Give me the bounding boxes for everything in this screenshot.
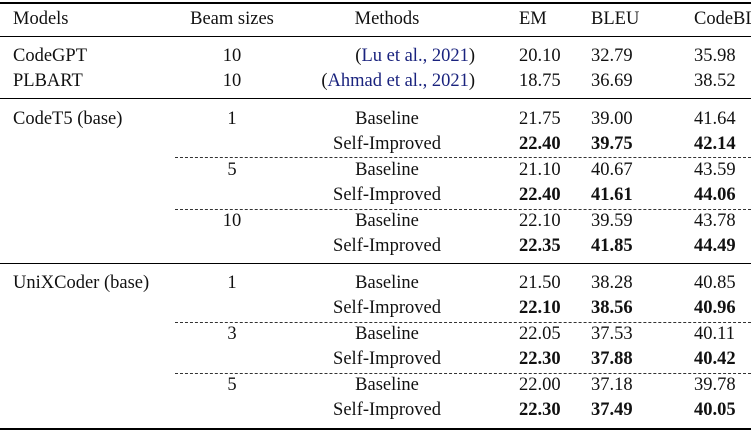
em-value: 22.10	[519, 298, 561, 318]
bleu-value: 39.75	[591, 134, 633, 154]
group-divider	[175, 157, 751, 158]
em-value: 18.75	[519, 71, 561, 91]
em-value: 21.75	[519, 109, 561, 129]
bottom-rule	[0, 428, 751, 430]
codebleu-value: 38.52	[694, 71, 736, 91]
codebleu-value: 40.85	[694, 273, 736, 293]
bleu-value: 37.88	[591, 349, 633, 369]
em-value: 22.40	[519, 134, 561, 154]
codebleu-value: 42.14	[694, 134, 736, 154]
beam-size: 10	[222, 46, 242, 66]
group-divider	[175, 209, 751, 210]
beam-size: 3	[227, 324, 237, 344]
codebleu-value: 40.11	[694, 324, 735, 344]
method-label: Self-Improved	[333, 298, 441, 318]
group-divider	[175, 322, 751, 323]
section-rule-codet5	[0, 98, 751, 99]
beam-size: 10	[222, 71, 242, 91]
method-label: Baseline	[355, 273, 419, 293]
method-label: Baseline	[355, 324, 419, 344]
bleu-value: 38.28	[591, 273, 633, 293]
em-value: 20.10	[519, 46, 561, 66]
bleu-value: 37.53	[591, 324, 633, 344]
model-name: UniXCoder (base)	[13, 273, 150, 293]
em-value: 21.50	[519, 273, 561, 293]
header-em: EM	[519, 9, 547, 29]
method-label: Self-Improved	[333, 349, 441, 369]
header-models: Models	[13, 9, 69, 29]
beam-size: 5	[227, 160, 237, 180]
bleu-value: 40.67	[591, 160, 633, 180]
bleu-value: 37.49	[591, 400, 633, 420]
method-label: Baseline	[355, 160, 419, 180]
header-rule	[0, 36, 751, 37]
method-label: Baseline	[355, 375, 419, 395]
method-citation: (Lu et al., 2021)	[355, 46, 475, 66]
codebleu-value: 44.49	[694, 236, 736, 256]
method-label: Baseline	[355, 211, 419, 231]
em-value: 22.30	[519, 400, 561, 420]
codebleu-value: 40.42	[694, 349, 736, 369]
beam-size: 10	[222, 211, 242, 231]
method-label: Self-Improved	[333, 185, 441, 205]
model-name: CodeGPT	[13, 46, 87, 66]
bleu-value: 41.85	[591, 236, 633, 256]
beam-size: 1	[227, 273, 237, 293]
header-bleu: BLEU	[591, 9, 640, 29]
method-label: Self-Improved	[333, 236, 441, 256]
codebleu-value: 39.78	[694, 375, 736, 395]
codebleu-value: 41.64	[694, 109, 736, 129]
codebleu-value: 40.96	[694, 298, 736, 318]
em-value: 21.10	[519, 160, 561, 180]
beam-size: 5	[227, 375, 237, 395]
bleu-value: 37.18	[591, 375, 633, 395]
method-label: Baseline	[355, 109, 419, 129]
citation-link[interactable]: Lu et al., 2021	[361, 46, 469, 66]
method-citation: (Ahmad et al., 2021)	[321, 71, 475, 91]
codebleu-value: 43.59	[694, 160, 736, 180]
model-name: PLBART	[13, 71, 83, 91]
bleu-value: 41.61	[591, 185, 633, 205]
header-beam-sizes: Beam sizes	[190, 9, 274, 29]
method-label: Self-Improved	[333, 400, 441, 420]
method-label: Self-Improved	[333, 134, 441, 154]
citation-link[interactable]: Ahmad et al., 2021	[327, 71, 469, 91]
em-value: 22.40	[519, 185, 561, 205]
section-rule-unixcoder	[0, 263, 751, 264]
beam-size: 1	[227, 109, 237, 129]
em-value: 22.10	[519, 211, 561, 231]
model-name: CodeT5 (base)	[13, 109, 123, 129]
codebleu-value: 35.98	[694, 46, 736, 66]
em-value: 22.05	[519, 324, 561, 344]
codebleu-value: 40.05	[694, 400, 736, 420]
bleu-value: 38.56	[591, 298, 633, 318]
codebleu-value: 43.78	[694, 211, 736, 231]
top-rule	[0, 2, 751, 4]
header-methods: Methods	[354, 9, 420, 29]
group-divider	[175, 373, 751, 374]
bleu-value: 39.00	[591, 109, 633, 129]
em-value: 22.00	[519, 375, 561, 395]
codebleu-value: 44.06	[694, 185, 736, 205]
bleu-value: 32.79	[591, 46, 633, 66]
bleu-value: 36.69	[591, 71, 633, 91]
em-value: 22.35	[519, 236, 561, 256]
bleu-value: 39.59	[591, 211, 633, 231]
em-value: 22.30	[519, 349, 561, 369]
header-codebleu: CodeBLEU	[694, 9, 751, 29]
